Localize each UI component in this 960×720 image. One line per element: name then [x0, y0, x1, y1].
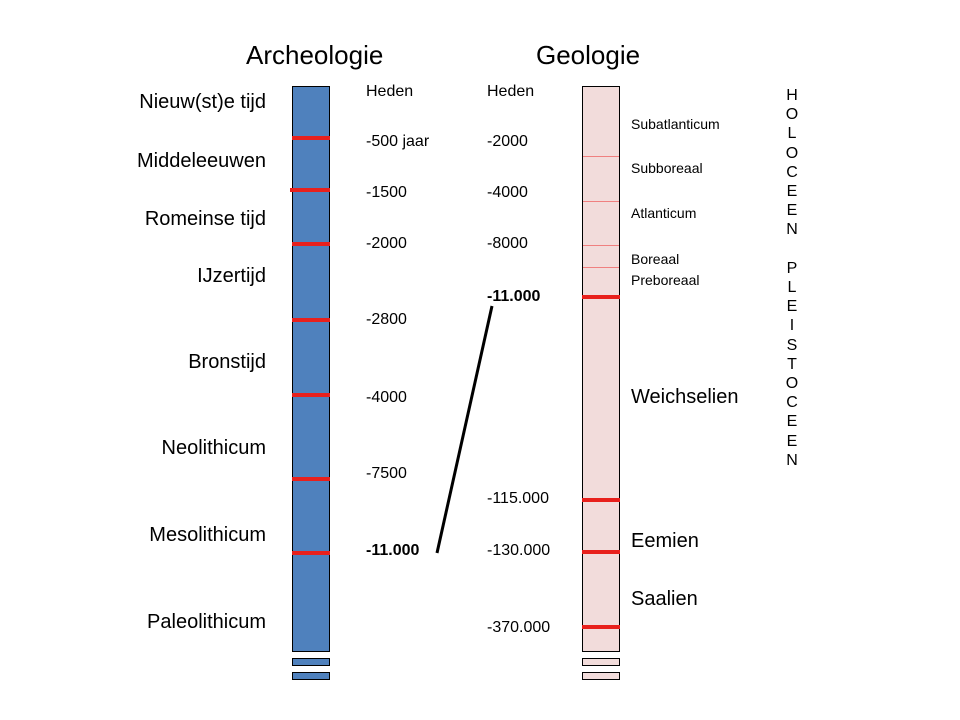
arch-date: -1500 — [366, 184, 407, 201]
epoch-letter: N — [786, 451, 798, 469]
geo-boundary-tick — [582, 625, 620, 629]
geo-boundary-tick — [582, 498, 620, 502]
archeologie-title: Archeologie — [246, 40, 384, 70]
stage-preboreaal: Preboreaal — [631, 272, 700, 288]
epoch-letter: C — [786, 163, 798, 181]
epoch-letter: N — [786, 221, 798, 239]
geologie-bar-continuation — [582, 658, 620, 666]
period-middeleeuwen: Middeleeuwen — [137, 150, 266, 172]
arch-date-11000: -11.000 — [366, 542, 420, 559]
connector-line — [435, 305, 494, 554]
archeologie-bar-continuation — [292, 672, 330, 680]
period-paleolithicum: Paleolithicum — [147, 611, 266, 633]
epoch-letter: T — [787, 355, 797, 373]
geo-subdivision-line — [583, 201, 619, 202]
epoch-letter: E — [786, 202, 798, 220]
epoch-letter: L — [787, 279, 797, 297]
geo-date: -4000 — [487, 184, 528, 201]
period-romeinse-tijd: Romeinse tijd — [144, 208, 266, 230]
period-neolithicum: Neolithicum — [161, 437, 266, 459]
epoch-letter: E — [786, 298, 798, 316]
period-ijzertijd: IJzertijd — [197, 265, 266, 287]
period-mesolithicum: Mesolithicum — [149, 524, 266, 546]
arch-date: -7500 — [366, 465, 407, 482]
geologie-bar — [582, 86, 620, 652]
period-bronstijd: Bronstijd — [188, 351, 266, 373]
epoch-letter: O — [785, 144, 799, 162]
geologie-title: Geologie — [536, 40, 641, 70]
epoch-letter: L — [787, 125, 797, 143]
arch-boundary-tick — [292, 136, 330, 140]
arch-date: -4000 — [366, 389, 407, 406]
geo-date: -115.000 — [487, 490, 549, 507]
arch-boundary-tick — [292, 393, 330, 397]
arch-boundary-tick — [290, 188, 330, 192]
stage-subboreaal: Subboreaal — [631, 160, 703, 176]
geo-subdivision-line — [583, 156, 619, 157]
geo-date-heden: Heden — [487, 83, 535, 100]
stage-atlanticum: Atlanticum — [631, 205, 697, 221]
geo-boundary-tick — [582, 295, 620, 299]
arch-date: -2000 — [366, 235, 407, 252]
epoch-letter: O — [785, 375, 799, 393]
epoch-letter: O — [785, 106, 799, 124]
epoch-letter: E — [786, 183, 798, 201]
arch-date: -2800 — [366, 311, 407, 328]
geo-date: -130.000 — [487, 542, 551, 559]
arch-boundary-tick — [292, 477, 330, 481]
epoch-letter: P — [786, 259, 798, 277]
archeologie-bar-continuation — [292, 658, 330, 666]
geo-date: -2000 — [487, 133, 528, 150]
epoch-letter: I — [789, 317, 795, 335]
period-nieuwe-tijd: Nieuw(st)e tijd — [139, 91, 266, 113]
stage-subatlanticum: Subatlanticum — [631, 116, 720, 132]
epoch-letter: E — [786, 413, 798, 431]
epoch-letter: C — [786, 394, 798, 412]
stage-saalien: Saalien — [631, 588, 698, 610]
epoch-letter: S — [786, 336, 798, 354]
arch-boundary-tick — [292, 242, 330, 246]
arch-boundary-tick — [292, 551, 330, 555]
stage-weichselien: Weichselien — [631, 386, 739, 408]
geo-date: -370.000 — [487, 619, 551, 636]
geo-subdivision-line — [583, 245, 619, 246]
archeologie-bar — [292, 86, 330, 652]
geologie-bar-continuation — [582, 672, 620, 680]
geo-subdivision-line — [583, 267, 619, 268]
stage-boreaal: Boreaal — [631, 251, 680, 267]
arch-date: -500 jaar — [366, 133, 430, 150]
arch-date-heden: Heden — [366, 83, 414, 100]
geo-date: -8000 — [487, 235, 528, 252]
arch-boundary-tick — [292, 318, 330, 322]
geo-date-11000: -11.000 — [487, 288, 541, 305]
stage-eemien: Eemien — [631, 530, 699, 552]
geo-boundary-tick — [582, 550, 620, 554]
epoch-letter: E — [786, 432, 798, 450]
epoch-letter: H — [786, 87, 798, 104]
